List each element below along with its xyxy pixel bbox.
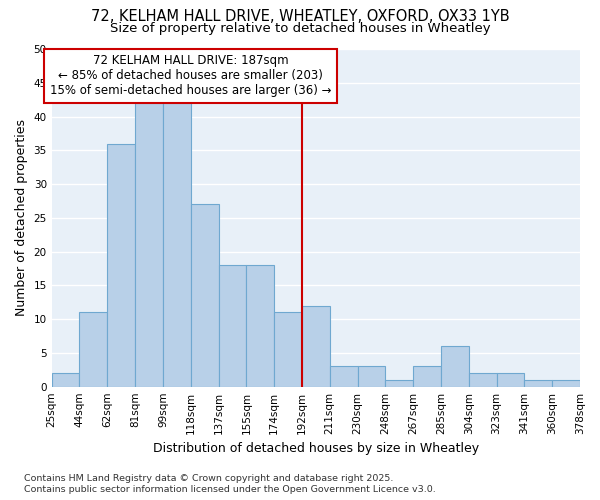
Bar xyxy=(302,306,330,386)
Bar xyxy=(469,373,497,386)
Bar xyxy=(52,373,79,386)
Bar xyxy=(497,373,524,386)
Text: 72 KELHAM HALL DRIVE: 187sqm
← 85% of detached houses are smaller (203)
15% of s: 72 KELHAM HALL DRIVE: 187sqm ← 85% of de… xyxy=(50,54,331,98)
Bar xyxy=(191,204,218,386)
Text: Contains HM Land Registry data © Crown copyright and database right 2025.
Contai: Contains HM Land Registry data © Crown c… xyxy=(24,474,436,494)
Bar xyxy=(441,346,469,387)
Bar xyxy=(107,144,135,386)
Y-axis label: Number of detached properties: Number of detached properties xyxy=(15,120,28,316)
Bar xyxy=(274,312,302,386)
Bar xyxy=(524,380,552,386)
Bar xyxy=(218,265,247,386)
Bar xyxy=(135,103,163,387)
Bar xyxy=(358,366,385,386)
Bar xyxy=(163,103,191,387)
Bar xyxy=(79,312,107,386)
Bar xyxy=(552,380,580,386)
Bar xyxy=(247,265,274,386)
Bar xyxy=(385,380,413,386)
Bar xyxy=(330,366,358,386)
Text: Size of property relative to detached houses in Wheatley: Size of property relative to detached ho… xyxy=(110,22,490,35)
Text: 72, KELHAM HALL DRIVE, WHEATLEY, OXFORD, OX33 1YB: 72, KELHAM HALL DRIVE, WHEATLEY, OXFORD,… xyxy=(91,9,509,24)
X-axis label: Distribution of detached houses by size in Wheatley: Distribution of detached houses by size … xyxy=(153,442,479,455)
Bar xyxy=(413,366,441,386)
